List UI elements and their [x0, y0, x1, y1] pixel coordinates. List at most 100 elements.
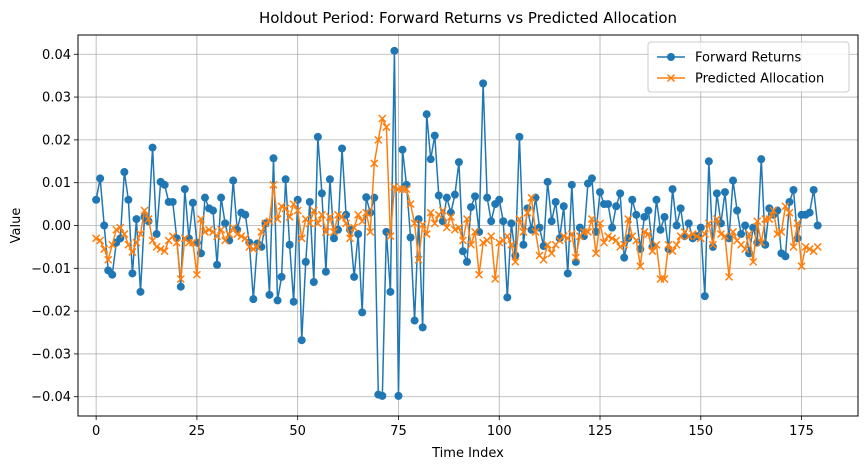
- x-tick-label: 0: [92, 424, 100, 439]
- data-point: [769, 206, 778, 215]
- data-point: [192, 270, 201, 279]
- data-point: [745, 230, 754, 239]
- data-point: [483, 193, 492, 202]
- data-point: [289, 297, 298, 306]
- data-point: [221, 236, 230, 245]
- data-point: [720, 232, 730, 241]
- data-point: [152, 242, 161, 251]
- data-point: [285, 240, 294, 249]
- data-point: [487, 217, 496, 226]
- data-point: [813, 242, 822, 251]
- series-layer: [92, 46, 822, 400]
- data-point: [104, 255, 113, 264]
- data-point: [551, 197, 560, 206]
- data-point: [668, 185, 677, 194]
- data-point: [180, 185, 189, 194]
- data-point: [608, 223, 617, 232]
- data-point: [430, 131, 439, 140]
- data-point: [378, 114, 387, 123]
- data-point: [539, 255, 548, 264]
- data-point: [515, 132, 524, 141]
- data-point: [273, 296, 282, 305]
- data-point: [676, 204, 685, 213]
- data-point: [660, 212, 669, 221]
- data-point: [422, 230, 431, 239]
- data-point: [301, 257, 310, 266]
- data-point: [809, 185, 818, 194]
- data-point: [337, 212, 347, 221]
- data-point: [200, 227, 210, 236]
- data-point: [753, 217, 762, 226]
- data-point: [394, 391, 403, 400]
- data-point: [132, 238, 141, 247]
- data-point: [321, 227, 330, 236]
- y-tick-label: 0.03: [42, 91, 71, 106]
- y-tick-label: 0.02: [42, 133, 71, 148]
- data-point: [317, 210, 326, 219]
- data-point: [708, 240, 717, 249]
- data-point: [213, 260, 222, 269]
- data-point: [257, 227, 266, 236]
- data-point: [644, 230, 653, 239]
- data-point: [567, 180, 576, 189]
- data-point: [749, 223, 758, 232]
- data-point: [466, 240, 476, 249]
- data-point: [317, 189, 326, 198]
- axis-ticks: 0 25 50 75 100 125 150 175 −0.04 −0.03 −0.02 −0.01 0…: [31, 48, 814, 439]
- data-point: [587, 174, 596, 183]
- data-point: [100, 221, 109, 230]
- data-point: [712, 189, 721, 198]
- data-point: [636, 262, 645, 271]
- data-point: [531, 227, 540, 236]
- data-point: [773, 230, 782, 239]
- data-point: [757, 155, 766, 164]
- legend-label-forward-returns: Forward Returns: [695, 51, 802, 66]
- data-point: [688, 230, 697, 239]
- data-point: [245, 242, 254, 251]
- data-point: [209, 206, 218, 215]
- data-point: [124, 195, 133, 204]
- data-point: [108, 270, 117, 279]
- data-point: [563, 269, 572, 278]
- data-point: [519, 227, 528, 236]
- data-point: [442, 193, 451, 202]
- data-point: [342, 219, 351, 228]
- data-point: [148, 143, 157, 152]
- data-point: [128, 248, 137, 257]
- data-point: [624, 215, 633, 224]
- data-point: [741, 221, 750, 230]
- data-point: [229, 223, 238, 232]
- x-tick-label: 175: [789, 424, 814, 439]
- data-point: [261, 219, 270, 228]
- data-point: [708, 242, 717, 251]
- data-point: [386, 287, 395, 296]
- data-point: [507, 219, 516, 228]
- data-point: [410, 316, 419, 325]
- data-point: [628, 195, 637, 204]
- data-point: [136, 287, 145, 296]
- data-point: [454, 223, 463, 232]
- data-point: [680, 232, 689, 241]
- data-point: [785, 208, 794, 217]
- data-point: [313, 219, 322, 228]
- data-point: [333, 210, 343, 219]
- data-point: [92, 195, 101, 204]
- data-point: [547, 249, 556, 258]
- data-point: [632, 236, 641, 245]
- data-point: [277, 272, 286, 281]
- data-point: [196, 215, 205, 224]
- data-point: [410, 219, 419, 228]
- data-point: [616, 242, 625, 251]
- data-point: [668, 247, 677, 256]
- data-point: [729, 227, 738, 236]
- data-point: [168, 197, 177, 206]
- data-point: [781, 202, 790, 211]
- data-point: [160, 247, 169, 256]
- data-point: [495, 195, 504, 204]
- y-tick-label: −0.03: [31, 347, 71, 362]
- data-point: [559, 202, 568, 211]
- data-point: [305, 219, 314, 228]
- data-point: [587, 215, 596, 224]
- data-point: [116, 223, 125, 232]
